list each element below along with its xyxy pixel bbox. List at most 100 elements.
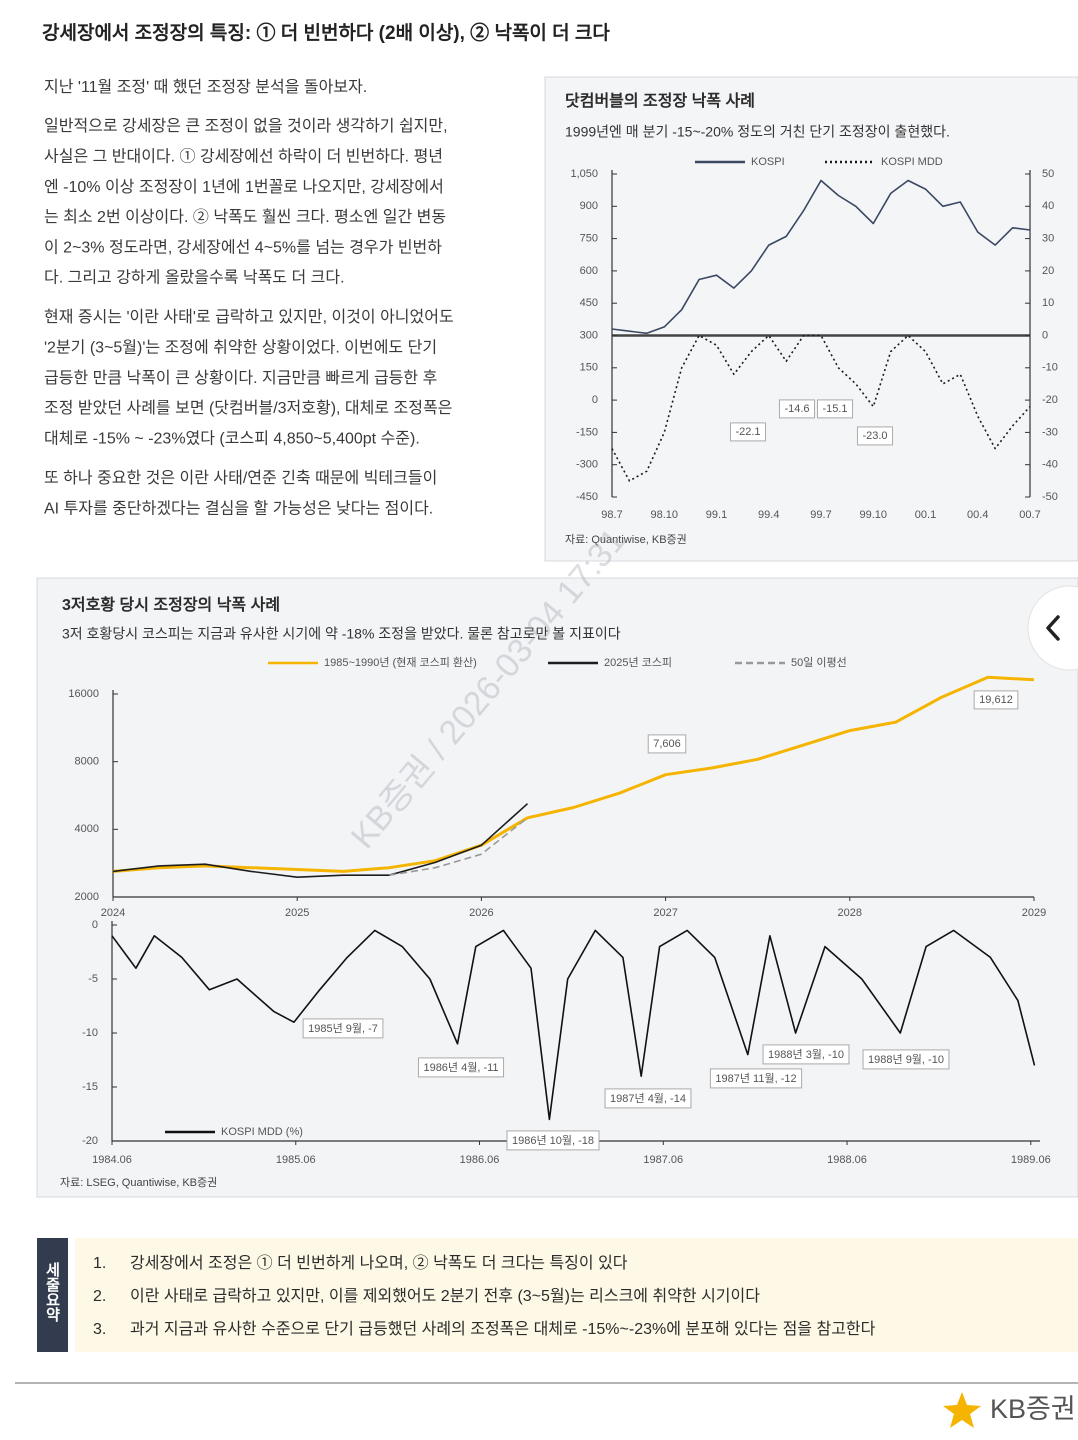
x-tick-label: 2028 xyxy=(838,907,862,919)
paragraph-line: 지난 '11월 조정' 때 했던 조정장 분석을 돌아보자. xyxy=(44,78,367,96)
x-tick-label: 99.10 xyxy=(859,509,887,521)
side-button[interactable] xyxy=(1027,585,1078,671)
y2-tick-label: -50 xyxy=(1042,491,1058,503)
y-tick-label: -20 xyxy=(82,1135,98,1147)
x-tick-label: 00.1 xyxy=(915,509,936,521)
annotation-box xyxy=(709,1068,803,1089)
y2-tick-label: 0 xyxy=(1042,329,1048,341)
annotation-box xyxy=(973,690,1019,710)
legend-label: KOSPI MDD (%) xyxy=(221,1126,303,1138)
paragraph-line: '2분기 (3~5월)'는 조정에 취약한 상황이었다. 이번에도 단기 xyxy=(44,339,437,357)
series-line xyxy=(389,817,528,876)
paragraph-line: 엔 -10% 이상 조정장이 1년에 1번꼴로 나오지만, 강세장에서 xyxy=(44,178,444,196)
x-tick-label: 2029 xyxy=(1022,907,1046,919)
chart-subtitle: 3저 호황당시 코스피는 지금과 유사한 시기에 약 -18% 조정을 받았다.… xyxy=(62,626,621,642)
annotation: 1988년 9월, -10 xyxy=(868,1053,944,1066)
chevron-icon[interactable] xyxy=(1046,615,1060,641)
series-line xyxy=(112,803,529,878)
series-line xyxy=(611,179,1031,335)
x-tick-label: 1985.06 xyxy=(276,1154,316,1166)
y-tick-label: 750 xyxy=(580,233,598,245)
summary-box xyxy=(75,1238,1078,1352)
y-tick-label: -150 xyxy=(576,426,598,438)
annotation-box xyxy=(862,1049,950,1070)
summary-number: 1. xyxy=(93,1255,106,1272)
chart-source: 자료: Quantiwise, KB증권 xyxy=(565,533,687,546)
x-tick-label: 99.4 xyxy=(758,509,779,521)
annotation: 7,606 xyxy=(653,738,681,750)
annotation-box xyxy=(506,1130,600,1151)
y2-tick-label: -20 xyxy=(1042,394,1058,406)
side-button-bg[interactable] xyxy=(1027,585,1078,671)
paragraph-line: 조정 받았던 사례를 보면 (닷컴버블/3저호황), 대체로 조정폭은 xyxy=(44,399,452,417)
paragraph-line: 현재 증시는 '이란 사태'로 급락하고 있지만, 이것이 아니었어도 xyxy=(44,308,454,326)
x-tick-label: 2026 xyxy=(469,907,493,919)
legend-label: 1985~1990년 (현재 코스피 환산) xyxy=(324,656,477,669)
y-tick-label: 4000 xyxy=(75,823,99,835)
y-tick-label: 450 xyxy=(580,297,598,309)
y-tick-label: -450 xyxy=(576,491,598,503)
annotation: -22.1 xyxy=(735,426,760,438)
x-tick-label: 2025 xyxy=(285,907,309,919)
y2-tick-label: 40 xyxy=(1042,200,1054,212)
annotation: 19,612 xyxy=(979,694,1013,706)
annotation: 1987년 4월, -14 xyxy=(610,1092,686,1105)
annotation: 1985년 9월, -7 xyxy=(308,1022,378,1035)
x-tick-label: 1986.06 xyxy=(460,1154,500,1166)
chart-source: 자료: LSEG, Quantiwise, KB증권 xyxy=(60,1176,217,1189)
paragraph-line: 또 하나 중요한 것은 이란 사태/연준 긴축 때문에 빅테크들이 xyxy=(44,469,437,487)
y-tick-label: 0 xyxy=(92,919,98,931)
y-tick-label: 8000 xyxy=(75,756,99,768)
annotation-box xyxy=(856,426,894,446)
annotation-box xyxy=(729,422,767,442)
summary-text: 이란 사태로 급락하고 있지만, 이를 제외했어도 2분기 전후 (3~5월)는… xyxy=(130,1287,760,1305)
legend-label: KOSPI xyxy=(751,156,785,168)
y-tick-label: -5 xyxy=(88,973,98,985)
chart-panel xyxy=(544,76,1078,562)
paragraph-line: 사실은 그 반대이다. ① 강세장에선 하락이 더 빈번하다. 평년 xyxy=(44,148,443,166)
paragraph-line: 대체로 -15% ~ -23%였다 (코스피 4,850~5,400pt 수준)… xyxy=(44,429,420,447)
x-tick-label: 98.10 xyxy=(650,509,678,521)
summary-text: 과거 지금과 유사한 수준으로 단기 급등했던 사례의 조정폭은 대체로 -15… xyxy=(130,1320,876,1338)
legend-label: KOSPI MDD xyxy=(881,156,943,168)
annotation-box xyxy=(302,1018,384,1039)
x-tick-label: 1987.06 xyxy=(643,1154,683,1166)
y-tick-label: -15 xyxy=(82,1081,98,1093)
y-tick-label: 2000 xyxy=(75,891,99,903)
chart-panel xyxy=(36,577,1078,1198)
y-tick-label: 600 xyxy=(580,265,598,277)
paragraph-line: 일반적으로 강세장은 큰 조정이 없을 것이라 생각하기 쉽지만, xyxy=(44,117,448,135)
y-tick-label: -300 xyxy=(576,459,598,471)
logo-icon xyxy=(943,1392,981,1428)
charts: -450-300-15001503004506007509001,050-50-… xyxy=(68,156,1058,1166)
annotation: 1986년 4월, -11 xyxy=(423,1061,498,1074)
y2-tick-label: -10 xyxy=(1042,362,1058,374)
x-tick-label: 00.4 xyxy=(967,509,988,521)
summary-number: 3. xyxy=(93,1321,106,1338)
series-line xyxy=(111,929,1036,1121)
y-tick-label: 16000 xyxy=(68,688,99,700)
x-tick-label: 2027 xyxy=(653,907,677,919)
annotation-box xyxy=(647,734,687,754)
annotation: 1987년 11월, -12 xyxy=(715,1072,796,1085)
y-tick-label: 900 xyxy=(580,200,598,212)
annotation-box xyxy=(778,399,816,419)
chart-title: 닷컴버블의 조정장 낙폭 사례 xyxy=(565,91,755,110)
x-tick-label: 1989.06 xyxy=(1011,1154,1051,1166)
x-tick-label: 99.1 xyxy=(706,509,727,521)
paragraph-line: 는 최소 2번 이상이다. ② 낙폭도 훨씬 크다. 평소엔 일간 변동 xyxy=(44,208,446,226)
page-title: 강세장에서 조정장의 특징: ① 더 빈번하다 (2배 이상), ② 낙폭이 더… xyxy=(42,21,610,44)
y2-tick-label: -30 xyxy=(1042,426,1058,438)
y2-tick-label: 30 xyxy=(1042,233,1054,245)
summary-label: 세줄요약 xyxy=(44,1262,61,1323)
x-tick-label: 98.7 xyxy=(601,509,622,521)
y-tick-label: 1,050 xyxy=(570,168,598,180)
annotation: -15.1 xyxy=(822,403,847,415)
y-tick-label: -10 xyxy=(82,1027,98,1039)
y-tick-label: 300 xyxy=(580,329,598,341)
series-line xyxy=(112,675,1035,873)
annotation-box xyxy=(604,1088,692,1109)
annotation: -14.6 xyxy=(784,403,809,415)
summary-number: 2. xyxy=(93,1288,106,1305)
